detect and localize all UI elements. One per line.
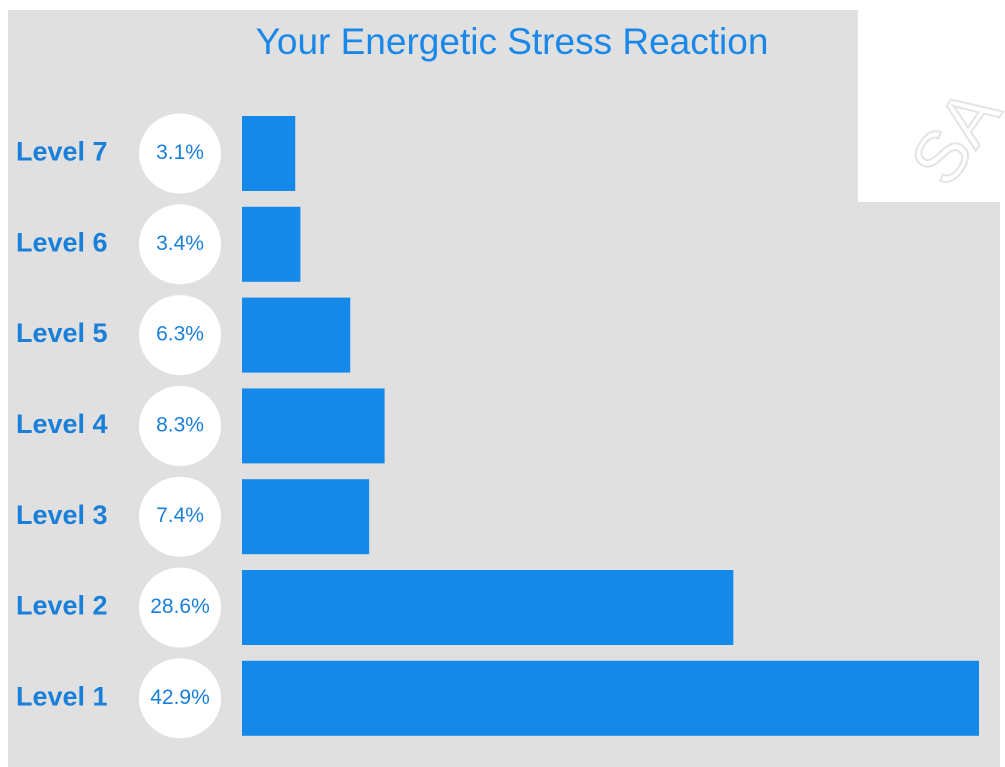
value-badge — [139, 658, 221, 739]
bar — [242, 570, 734, 645]
category-label: Level 2 — [16, 591, 108, 621]
category-label: Level 1 — [16, 681, 108, 711]
value-label: 8.3% — [156, 413, 204, 436]
category-label: Level 7 — [16, 137, 108, 167]
value-label: 6.3% — [156, 323, 204, 346]
bar — [242, 206, 301, 282]
value-label: 3.1% — [156, 141, 204, 164]
category-label: Level 4 — [16, 409, 108, 439]
value-badge — [139, 113, 221, 194]
value-badge — [139, 295, 221, 376]
bar — [242, 297, 351, 373]
value-label: 28.6% — [150, 595, 210, 618]
chart-title: Your Energetic Stress Reaction — [256, 21, 769, 62]
value-label: 3.4% — [156, 232, 204, 255]
value-badge — [139, 476, 221, 557]
category-label: Level 6 — [16, 227, 108, 257]
value-badge — [139, 567, 221, 648]
value-badge — [139, 385, 221, 466]
value-label: 42.9% — [150, 686, 210, 709]
value-badge — [139, 204, 221, 285]
category-label: Level 5 — [16, 318, 108, 348]
watermark-panel — [858, 0, 1005, 202]
bar — [242, 116, 296, 191]
bar — [242, 660, 979, 736]
value-label: 7.4% — [156, 504, 204, 527]
category-label: Level 3 — [16, 500, 108, 530]
bar — [242, 388, 385, 464]
bar — [242, 479, 370, 555]
